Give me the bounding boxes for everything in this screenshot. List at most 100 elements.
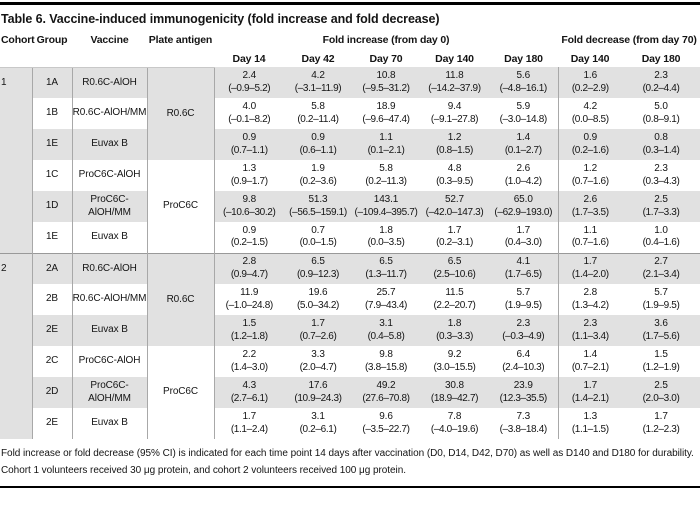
fold-value: 9.6 <box>379 411 393 422</box>
fold-value: 1.9 <box>311 163 325 174</box>
vaccine-cell: ProC6C-AlOH/MM <box>72 377 148 408</box>
fold-value: 4.2 <box>583 101 598 112</box>
fold-value: 1.7 <box>583 380 598 391</box>
fold-value: 1.5 <box>654 349 668 360</box>
value-cell: 11.8 (–14.2–37.9) <box>420 67 489 98</box>
confidence-interval: (1.4–2.0) <box>571 268 609 280</box>
value-cell: 1.4 (0.7–2.1) <box>558 346 622 377</box>
value-cell: 1.2 (0.7–1.6) <box>558 160 622 191</box>
fold-value: 5.0 <box>654 101 668 112</box>
value-cell: 1.7 (1.4–2.1) <box>558 377 623 408</box>
value-cell: 2.6 (1.0–4.2) <box>489 160 559 191</box>
confidence-interval: (0.7–2.1) <box>571 361 609 373</box>
fold-value: 1.5 <box>242 318 257 329</box>
confidence-interval: (–62.9–193.0) <box>494 206 553 218</box>
value-cell: 2.3 (0.3–4.3) <box>622 160 700 191</box>
value-cell: 9.6 (–3.5–22.7) <box>352 408 420 439</box>
cohort-cell: 2 <box>0 252 33 439</box>
fold-value: 11.8 <box>445 70 464 81</box>
confidence-interval: (–3.0–14.8) <box>499 113 548 125</box>
value-cell: 5.8 (0.2–11.3) <box>352 160 420 191</box>
confidence-interval: (0.2–11.3) <box>365 175 407 187</box>
value-cell: 11.9 (–1.0–24.8) <box>214 284 284 315</box>
confidence-interval: (10.9–24.3) <box>294 392 342 404</box>
confidence-interval: (0.4–1.6) <box>642 237 680 249</box>
table-row: 1C ProC6C-AlOH ProC6C 1.3 (0.9–1.7) 1.9 (0.2–3… <box>0 160 700 253</box>
plate-antigen-cell: R0.6C <box>147 67 215 160</box>
footnote-line: Cohort 1 volunteers received 30 μg prote… <box>1 465 406 476</box>
fold-value: 6.5 <box>311 256 325 268</box>
value-cell: 5.6 (–4.8–16.1) <box>489 67 559 98</box>
confidence-interval: (1.2–2.3) <box>642 423 680 435</box>
fold-value: 6.5 <box>379 256 393 268</box>
confidence-interval: (2.7–6.1) <box>230 392 268 404</box>
value-cell: 1.6 (0.2–2.9) <box>558 67 623 98</box>
header-day-180: Day 180 <box>504 52 543 65</box>
vaccine-cell: ProC6C-AlOH/MM <box>72 191 148 222</box>
fold-value: 5.7 <box>654 287 668 298</box>
table-row: 2C ProC6C-AlOH ProC6C 2.2 (1.4–3.0) 3.3 (2.0–4… <box>0 346 700 439</box>
confidence-interval: (0.1–2.1) <box>367 144 405 156</box>
value-cell: 6.5 (2.5–10.6) <box>420 252 489 284</box>
fold-value: 4.3 <box>242 380 257 391</box>
table-row: 1 1A R0.6C-AlOH R0.6C 2.4 (–0.9–5.2) 4.2 (–3.1–… <box>0 67 700 253</box>
vaccine-cell: ProC6C-AlOH <box>72 160 148 191</box>
confidence-interval: (12.3–35.5) <box>499 392 548 404</box>
table-row: 1E Euvax B 0.9 (0.7–1.1) 0.9 (0.6–1.1) 1.1 (0.1… <box>0 129 700 160</box>
value-cell: 3.3 (2.0–4.7) <box>284 346 352 377</box>
confidence-interval: (0.1–2.7) <box>504 144 542 156</box>
fold-value: 5.7 <box>516 287 531 298</box>
value-cell: 1.0 (0.4–1.6) <box>622 222 700 253</box>
group-cell: 2C <box>32 346 73 377</box>
value-cell: 1.1 (0.1–2.1) <box>352 129 420 160</box>
fold-value: 2.5 <box>654 380 668 391</box>
fold-value: 143.1 <box>373 194 399 205</box>
plate-antigen-cell: R0.6C <box>147 252 215 346</box>
fold-value: 3.6 <box>654 318 668 329</box>
value-cell: 1.9 (0.2–3.6) <box>284 160 352 191</box>
value-cell: 7.3 (–3.8–18.4) <box>489 408 559 439</box>
confidence-interval: (1.3–11.7) <box>365 268 407 280</box>
value-cell: 2.5 (2.0–3.0) <box>622 377 700 408</box>
fold-value: 2.3 <box>654 163 668 174</box>
fold-value: 11.9 <box>240 287 259 298</box>
confidence-interval: (0.0–3.5) <box>367 237 405 249</box>
fold-value: 52.7 <box>444 194 465 205</box>
value-cell: 1.8 (0.0–3.5) <box>352 222 420 253</box>
fold-value: 2.8 <box>583 287 598 298</box>
confidence-interval: (0.4–3.0) <box>504 237 542 249</box>
confidence-interval: (–3.8–18.4) <box>499 423 548 435</box>
table-footnote: Fold increase or fold decrease (95% CI) … <box>0 439 700 479</box>
fold-value: 7.8 <box>447 411 462 422</box>
value-cell: 2.7 (2.1–3.4) <box>622 252 700 284</box>
top-rule <box>0 2 700 5</box>
fold-value: 5.9 <box>516 101 531 112</box>
fold-value: 23.9 <box>513 380 533 391</box>
value-cell: 0.9 (0.2–1.5) <box>214 222 284 253</box>
fold-value: 9.2 <box>447 349 462 360</box>
confidence-interval: (0.4–5.8) <box>367 330 405 342</box>
value-cell: 3.1 (0.4–5.8) <box>352 315 420 346</box>
fold-value: 4.8 <box>447 163 462 174</box>
value-cell: 2.8 (0.9–4.7) <box>214 252 284 284</box>
header-day-42: Day 42 <box>301 52 335 65</box>
group-cell: 1B <box>32 98 73 129</box>
fold-value: 6.5 <box>447 256 462 268</box>
fold-value: 5.8 <box>379 163 393 174</box>
value-cell: 1.7 (0.2–3.1) <box>420 222 489 253</box>
group-cell: 2E <box>32 408 73 439</box>
confidence-interval: (0.2–4.4) <box>642 82 680 94</box>
fold-value: 1.2 <box>583 163 598 174</box>
value-cell: 4.8 (0.3–9.5) <box>420 160 489 191</box>
table-row: 2E Euvax B 1.5 (1.2–1.8) 1.7 (0.7–2.6) 3.1 (0.4… <box>0 315 700 346</box>
value-cell: 1.7 (1.4–2.0) <box>558 252 623 284</box>
value-cell: 25.7 (7.9–43.4) <box>352 284 420 315</box>
confidence-interval: (1.2–1.9) <box>642 361 680 373</box>
vaccine-cell: R0.6C-AlOH <box>72 252 148 284</box>
confidence-interval: (1.4–3.0) <box>230 361 268 373</box>
value-cell: 2.3 (1.1–3.4) <box>558 315 623 346</box>
header-vaccine: Vaccine <box>72 32 147 68</box>
confidence-interval: (2.1–3.4) <box>642 268 680 280</box>
fold-value: 11.5 <box>445 287 464 298</box>
value-cell: 0.9 (0.6–1.1) <box>284 129 352 160</box>
